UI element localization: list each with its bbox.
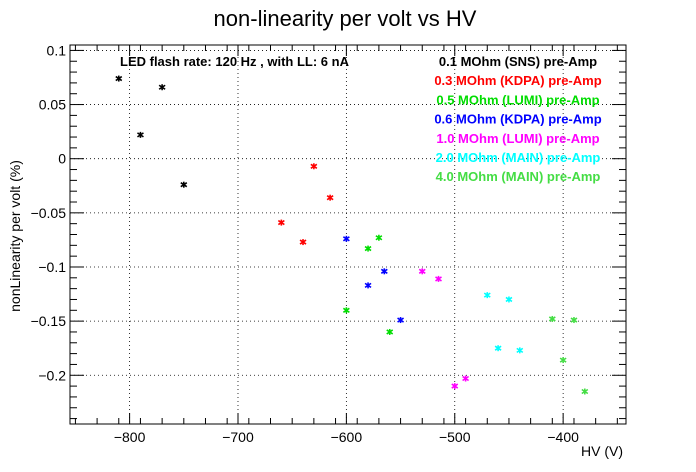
x-tick-label: −800: [114, 429, 146, 445]
data-point: [342, 235, 350, 242]
data-point: [559, 357, 567, 364]
y-tick-label: −0.05: [31, 205, 67, 221]
series-markers: [548, 315, 589, 395]
data-points: [115, 75, 589, 395]
legend-entry: 0.1 MOhm (SNS) pre-Amp: [439, 54, 597, 69]
data-point: [364, 282, 372, 289]
legend-entry: 0.3 MOhm (KDPA) pre-Amp: [434, 73, 601, 88]
series-markers: [342, 235, 405, 324]
data-point: [375, 234, 383, 241]
legend-entry: 0.5 MOhm (LUMI) pre-Amp: [436, 92, 599, 107]
data-point: [310, 163, 318, 170]
legend: 0.1 MOhm (SNS) pre-Amp 0.3 MOhm (KDPA) pr…: [434, 54, 601, 184]
series-markers: [418, 268, 470, 390]
data-point: [462, 375, 470, 382]
data-point: [505, 296, 513, 303]
data-point: [158, 84, 166, 91]
y-axis: 0.1 0.05 0 −0.05 −0.1 −0.15 −0.2: [31, 42, 626, 420]
legend-entry: 1.0 MOhm (LUMI) pre-Amp: [436, 131, 599, 146]
data-point: [451, 383, 459, 390]
data-point: [386, 328, 394, 335]
x-tick-label: −600: [331, 429, 363, 445]
data-point: [483, 292, 491, 299]
y-tick-label: 0.05: [39, 97, 66, 113]
y-tick-label: 0: [58, 151, 66, 167]
data-point: [277, 219, 285, 226]
y-tick-label: 0.1: [47, 42, 67, 58]
series-markers: [277, 163, 334, 246]
legend-entry: 4.0 MOhm (MAIN) pre-Amp: [436, 169, 601, 184]
data-point: [581, 388, 589, 395]
data-point: [326, 194, 334, 201]
data-point: [570, 317, 578, 324]
series-markers: [342, 234, 394, 335]
x-tick-label: −400: [547, 429, 579, 445]
data-point: [137, 131, 144, 138]
legend-entry: 2.0 MOhm (MAIN) pre-Amp: [436, 150, 601, 165]
data-point: [299, 239, 307, 246]
y-tick-label: −0.2: [38, 367, 66, 383]
data-point: [516, 347, 524, 354]
data-point: [435, 275, 442, 282]
y-tick-label: −0.1: [38, 259, 66, 275]
grid-lines: [70, 45, 626, 424]
data-point: [380, 268, 388, 275]
data-point: [494, 345, 502, 352]
x-tick-label: −500: [439, 429, 471, 445]
data-point: [364, 245, 372, 252]
y-tick-label: −0.15: [31, 313, 67, 329]
data-point: [180, 181, 188, 188]
chart-title: non-linearity per volt vs HV: [214, 6, 477, 31]
data-point: [548, 315, 556, 322]
series-markers: [115, 75, 188, 188]
data-point: [418, 268, 426, 275]
data-point: [115, 75, 123, 82]
data-point: [342, 307, 350, 314]
x-axis-title: HV (V): [581, 443, 623, 459]
y-axis-title: nonLinearity per volt (%): [7, 160, 23, 312]
legend-entry: 0.6 MOhm (KDPA) pre-Amp: [434, 112, 601, 127]
data-point: [397, 317, 405, 324]
x-tick-label: −700: [222, 429, 254, 445]
chart-annotation: LED flash rate: 120 Hz , with LL: 6 nA: [120, 54, 350, 69]
series-markers: [483, 292, 524, 354]
